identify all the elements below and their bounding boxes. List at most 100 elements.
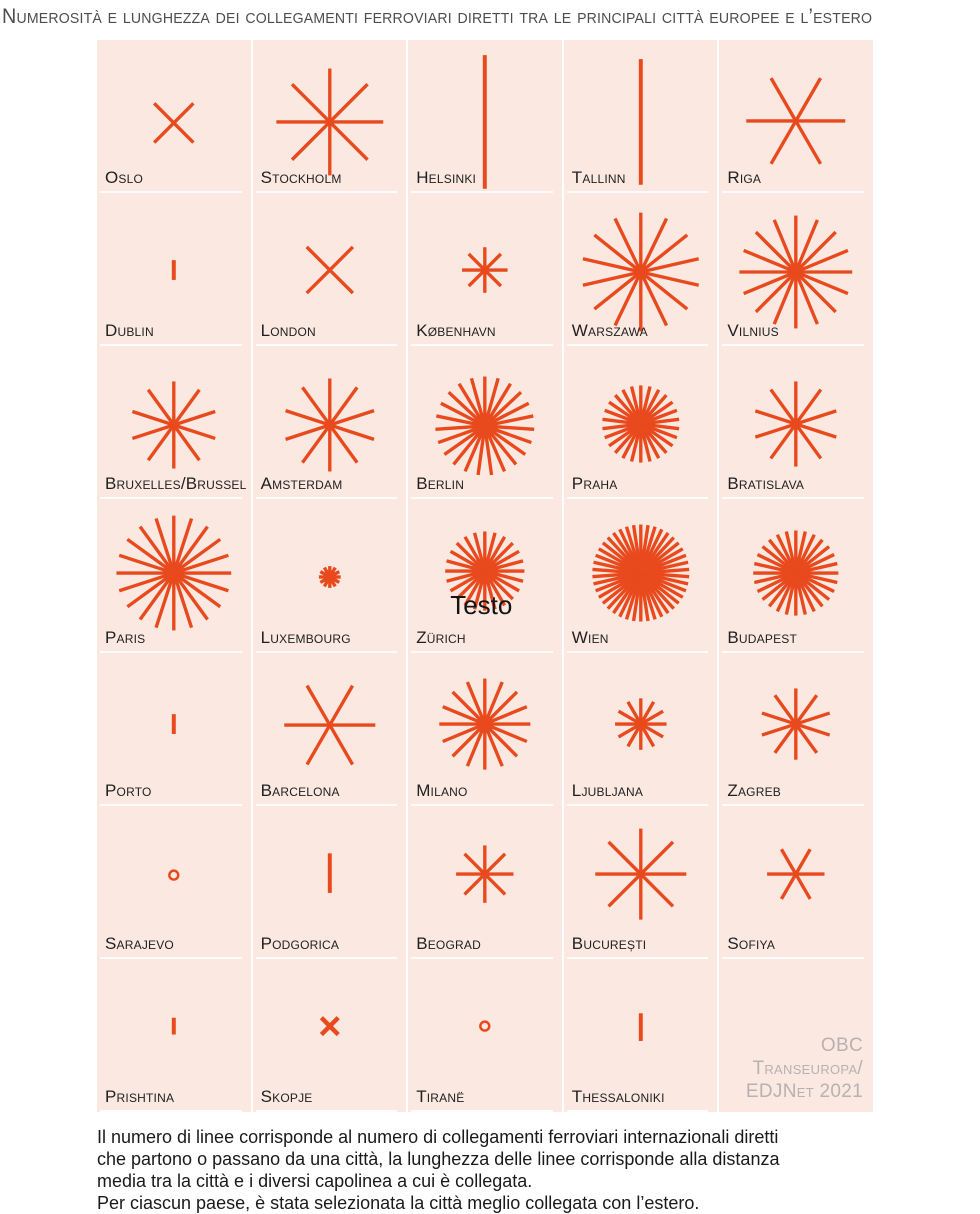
cell-underline	[411, 650, 553, 653]
cell-stockholm: Stockholm	[252, 40, 407, 194]
glyph-bratislava	[755, 381, 838, 467]
cell-underline	[100, 191, 242, 194]
glyph-amsterdam	[284, 378, 375, 472]
cell-underline	[255, 803, 398, 806]
cell-underline	[100, 497, 242, 500]
city-label-wien: Wien	[571, 627, 609, 647]
credit-line-1: OBC Transeuropa/	[752, 1034, 863, 1079]
city-label-kobenhavn: København	[416, 321, 496, 341]
cell-warszawa: Warszawa	[563, 193, 718, 347]
cell-underline	[100, 956, 242, 959]
glyph-milano	[439, 678, 531, 770]
credit-line-2: EDJNet 2021	[745, 1080, 863, 1102]
footer-line-4: Per ciascun paese, è stata selezionata l…	[97, 1193, 700, 1213]
city-label-vilnius: Vilnius	[727, 321, 779, 341]
glyph-berlin	[435, 376, 535, 476]
glyph-skopje	[319, 1015, 340, 1036]
cell-riga: Riga	[719, 40, 873, 194]
cell-underline	[722, 191, 864, 194]
glyph-bucuresti	[595, 828, 687, 920]
cell-dublin: Dublin	[97, 193, 251, 347]
city-label-praha: Praha	[571, 474, 618, 494]
cell-zagreb: Zagreb	[719, 652, 873, 806]
glyph-luxembourg	[318, 566, 341, 589]
cell-porto: Porto	[97, 652, 251, 806]
cell-budapest: Budapest	[719, 499, 873, 653]
city-label-amsterdam: Amsterdam	[260, 474, 343, 494]
credit-cell: OBC Transeuropa/EDJNet 2021	[719, 958, 873, 1112]
glyph-helsinki	[483, 55, 487, 189]
city-label-sofiya: Sofiya	[727, 933, 776, 953]
cell-underline	[100, 650, 242, 653]
glyph-sofiya	[767, 848, 825, 900]
cell-underline	[722, 956, 864, 959]
city-label-ljubljana: Ljubljana	[571, 780, 644, 800]
cell-milano: Milano	[408, 652, 562, 806]
footer-line-1: Il numero di linee corrisponde al numero…	[97, 1127, 779, 1147]
glyph-zurich	[445, 531, 525, 612]
city-label-zurich: Zürich	[416, 627, 466, 647]
cell-underline	[722, 650, 864, 653]
city-label-podgorica: Podgorica	[260, 933, 340, 953]
cell-underline	[566, 1109, 709, 1112]
city-label-skopje: Skopje	[260, 1086, 313, 1106]
glyph-podgorica	[327, 853, 332, 893]
glyph-warszawa	[582, 212, 699, 332]
cell-underline	[411, 956, 553, 959]
city-label-warszawa: Warszawa	[571, 321, 648, 341]
city-label-thessaloniki: Thessaloniki	[571, 1086, 665, 1106]
glyph-vilnius	[739, 215, 853, 329]
cell-bratislava: Bratislava	[719, 346, 873, 500]
cell-paris: Paris	[97, 499, 251, 653]
credit-text: OBC Transeuropa/EDJNet 2021	[719, 1034, 863, 1103]
cell-oslo: Oslo	[97, 40, 251, 194]
testo-placeholder-overlay: Testo	[450, 590, 513, 621]
city-label-milano: Milano	[416, 780, 468, 800]
glyph-oslo	[153, 102, 195, 144]
glyph-tallinn	[638, 59, 643, 185]
cell-skopje: Skopje	[252, 958, 407, 1112]
glyph-riga	[746, 77, 846, 165]
cell-underline	[411, 1109, 553, 1112]
glyph-budapest	[753, 530, 839, 617]
cell-underline	[411, 344, 553, 347]
cell-bucuresti: București	[563, 805, 718, 959]
cell-vilnius: Vilnius	[719, 193, 873, 347]
city-label-prishtina: Prishtina	[105, 1086, 175, 1106]
glyph-kobenhavn	[462, 247, 508, 293]
city-label-porto: Porto	[105, 780, 152, 800]
city-label-riga: Riga	[727, 168, 762, 188]
city-label-oslo: Oslo	[105, 168, 144, 188]
glyph-prishtina	[171, 1017, 176, 1035]
cell-underline	[566, 344, 709, 347]
cell-underline	[411, 803, 553, 806]
cell-beograd: Beograd	[408, 805, 562, 959]
cell-underline	[255, 1109, 398, 1112]
glyph-barcelona	[283, 684, 375, 765]
city-label-bucuresti: București	[571, 933, 647, 953]
cell-london: London	[252, 193, 407, 347]
city-label-bratislava: Bratislava	[727, 474, 805, 494]
city-label-budapest: Budapest	[727, 627, 798, 647]
glyph-ljubljana	[614, 697, 667, 750]
cell-underline	[411, 191, 553, 194]
cell-podgorica: Podgorica	[252, 805, 407, 959]
glyph-beograd	[456, 845, 514, 903]
figure-title: Numerosità e lunghezza dei collegamenti …	[2, 5, 873, 28]
cell-kobenhavn: København	[408, 193, 562, 347]
chart-panel: Oslo Stockholm Helsinki Tallinn Riga Dublin Lo…	[97, 40, 873, 1112]
cell-zurich: Testo Zürich	[408, 499, 562, 653]
glyph-porto	[171, 713, 176, 734]
cell-underline	[566, 650, 709, 653]
city-label-berlin: Berlin	[416, 474, 465, 494]
glyph-thessaloniki	[638, 1013, 643, 1041]
glyph-london	[305, 245, 354, 295]
city-label-sarajevo: Sarajevo	[105, 933, 174, 953]
city-label-dublin: Dublin	[105, 321, 154, 341]
city-label-barcelona: Barcelona	[260, 780, 340, 800]
glyph-wien	[592, 524, 690, 622]
cell-wien: Wien	[563, 499, 718, 653]
glyph-tirane	[479, 1020, 491, 1032]
city-label-bruxelles-brussel: Bruxelles/Brussel	[105, 474, 247, 494]
cell-barcelona: Barcelona	[252, 652, 407, 806]
